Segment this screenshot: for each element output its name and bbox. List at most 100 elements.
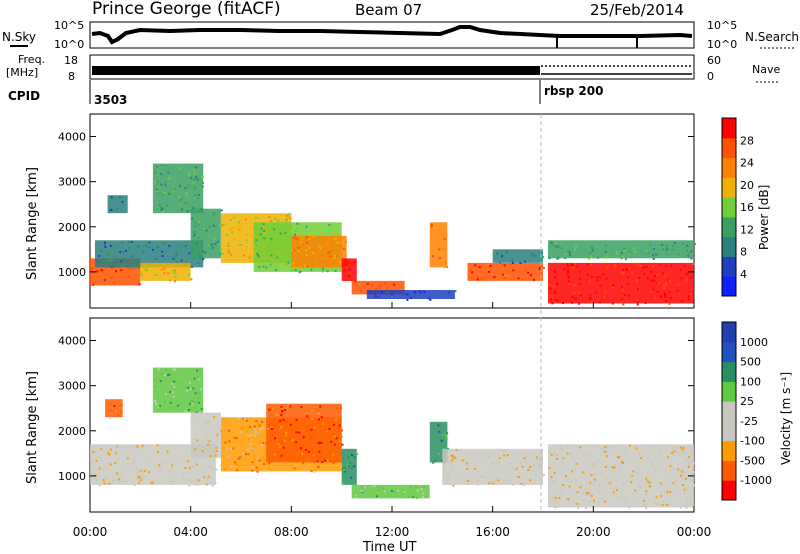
power-speckle (560, 247, 563, 250)
power-speckle (627, 283, 630, 286)
velocity-speckle (628, 506, 630, 509)
power-speckle (193, 172, 196, 175)
velocity-speckle (407, 495, 410, 498)
velocity-speckle (579, 486, 582, 489)
power-speckle (553, 285, 555, 288)
power-speckle (598, 275, 601, 278)
velocity-speckle (450, 454, 453, 457)
power-speckle (616, 252, 619, 255)
x-tick-label: 08:00 (274, 525, 309, 539)
power-speckle (160, 173, 163, 176)
velocity-speckle (283, 409, 286, 411)
power-speckle (429, 298, 432, 301)
power-speckle (96, 270, 99, 273)
velocity-speckle (574, 467, 577, 470)
velocity-speckle (189, 402, 191, 405)
nave-tick-lo: 0 (707, 70, 714, 83)
velocity-speckle (441, 439, 443, 442)
velocity-speckle (188, 467, 191, 470)
power-speckle (621, 297, 624, 300)
velocity-speckle (318, 450, 321, 453)
velocity-speckle (570, 452, 573, 455)
power-speckle (369, 291, 371, 294)
power-speckle (493, 276, 496, 279)
velocity-speckle (263, 462, 266, 465)
velocity-speckle (616, 489, 618, 491)
velocity-speckle (246, 430, 249, 433)
power-speckle (263, 237, 266, 240)
velocity-speckle (682, 504, 685, 507)
freq-tick-hi: 18 (64, 54, 78, 67)
velocity-speckle (442, 463, 445, 466)
power-speckle (337, 241, 340, 244)
velocity-speckle (287, 404, 290, 407)
power-speckle (596, 256, 599, 259)
power-speckle (92, 283, 95, 286)
power-speckle (686, 279, 688, 281)
velocity-speckle (237, 457, 240, 460)
power-speckle (110, 209, 113, 211)
power-speckle (573, 292, 576, 295)
velocity-speckle (662, 500, 665, 503)
velocity-speckle (491, 461, 494, 464)
nsky-panel (89, 21, 695, 49)
power-speckle (131, 255, 134, 258)
power-speckle (262, 223, 265, 226)
velocity-speckle (646, 480, 649, 483)
velocity-speckle (105, 477, 108, 480)
power-speckle (197, 223, 200, 226)
power-speckle (379, 288, 382, 291)
velocity-speckle (615, 479, 618, 482)
power-speckle (148, 246, 151, 249)
power-speckle (692, 291, 695, 294)
power-speckle (220, 209, 223, 212)
velocity-speckle (121, 474, 124, 477)
velocity-speckle (409, 486, 412, 489)
power-speckle (184, 187, 187, 190)
velocity-speckle (605, 455, 608, 458)
power-speckle (102, 270, 105, 273)
velocity-speckle (156, 444, 159, 447)
velocity-speckle (205, 438, 208, 441)
power-speckle (118, 196, 121, 199)
velocity-speckle (196, 439, 199, 442)
power-speckle (221, 224, 224, 227)
velocity-speckle (529, 466, 532, 468)
power-speckle (384, 282, 387, 285)
velocity-speckle (332, 453, 335, 456)
power-speckle (110, 250, 113, 253)
velocity-speckle (282, 446, 285, 449)
power-speckle (554, 242, 557, 245)
power-speckle (106, 253, 109, 256)
velocity-speckle (329, 460, 332, 463)
power-speckle (176, 261, 179, 264)
power-speckle (519, 262, 522, 264)
velocity-speckle (554, 496, 557, 499)
velocity-speckle (108, 482, 111, 485)
power-speckle (372, 288, 375, 291)
power-speckle (633, 247, 635, 250)
velocity-speckle (338, 440, 341, 443)
power-speckle (268, 216, 271, 219)
power-speckle (636, 279, 638, 282)
power-speckle (524, 260, 527, 263)
power-speckle (104, 246, 107, 248)
velocity-speckle (597, 459, 600, 462)
velocity-speckle (583, 454, 586, 457)
velocity-speckle (509, 471, 512, 474)
x-tick-label: 00:00 (73, 525, 108, 539)
power-speckle (323, 240, 326, 243)
power-speckle (111, 259, 114, 262)
power-speckle (163, 267, 166, 270)
velocity-speckle (279, 419, 282, 422)
power-speckle (188, 252, 191, 255)
power-speckle (233, 237, 235, 240)
power-speckle (132, 246, 135, 249)
velocity-colorbar-tick-label: -25 (740, 415, 758, 428)
velocity-speckle (281, 442, 284, 445)
velocity-speckle (259, 428, 262, 431)
velocity-speckle (318, 457, 321, 460)
velocity-speckle (316, 422, 318, 424)
velocity-speckle (319, 456, 322, 459)
